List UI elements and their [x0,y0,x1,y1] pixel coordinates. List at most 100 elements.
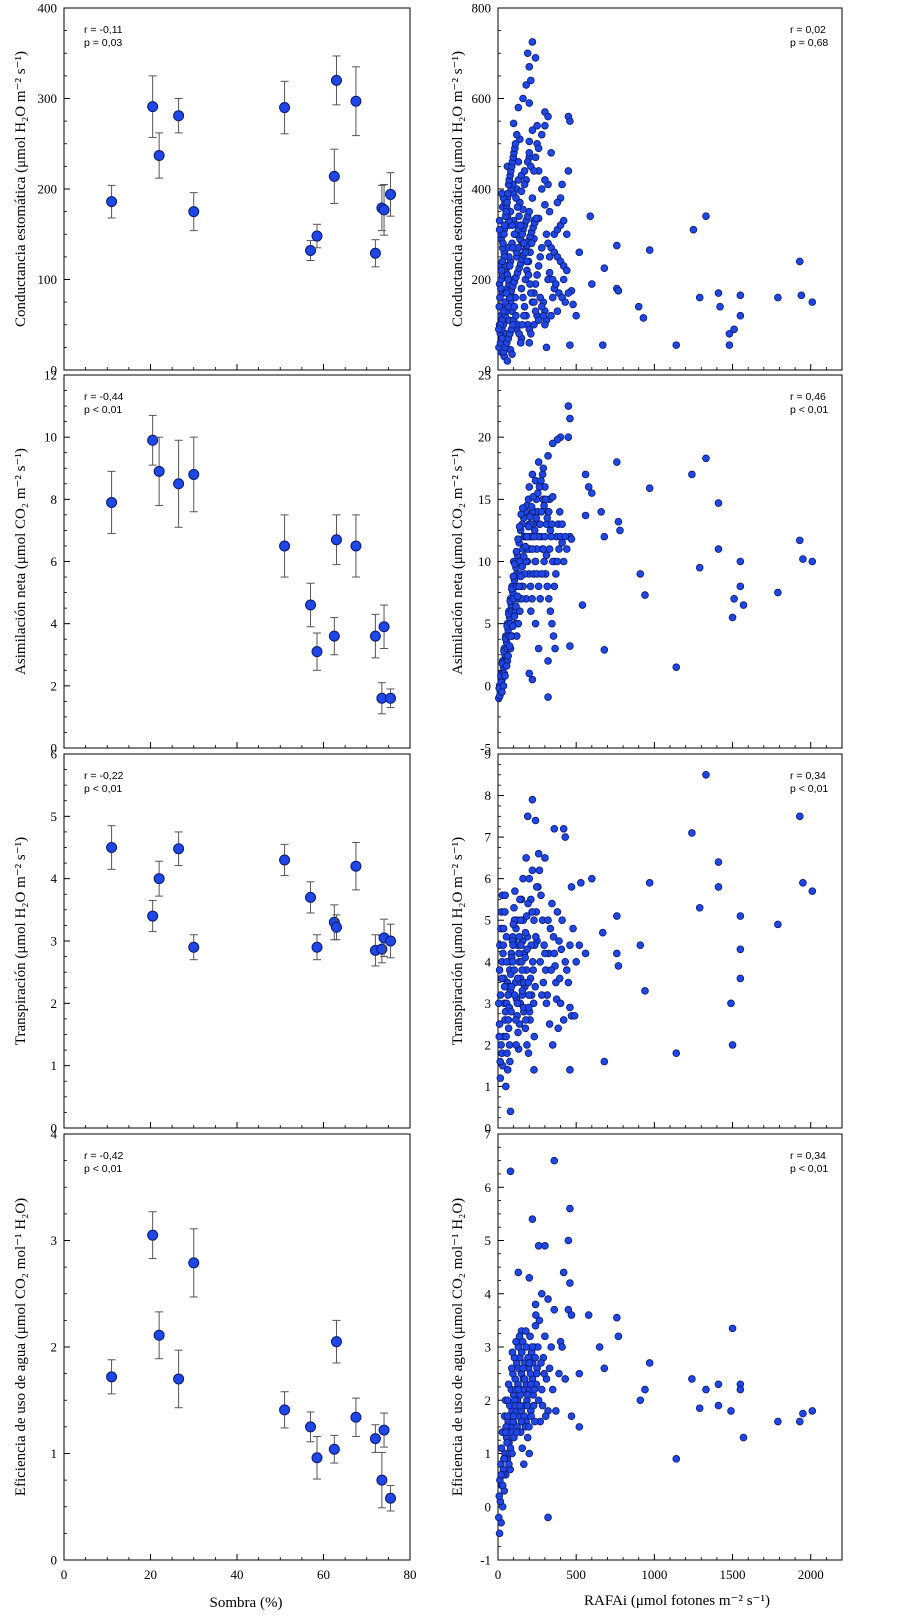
correlation-p: p = 0,03 [84,37,122,49]
data-point [517,1348,526,1357]
data-point [536,957,545,966]
data-point [552,1407,560,1415]
data-point [496,293,504,302]
data-point [554,1024,562,1033]
data-point [498,257,507,266]
data-point [541,320,549,329]
data-point [494,999,503,1008]
data-point [519,552,528,561]
data-point-group [279,1391,291,1429]
data-point [672,341,681,349]
data-point [636,941,645,949]
data-point [528,795,537,804]
data-point [539,464,548,473]
data-point [515,522,524,531]
data-point [799,1409,807,1418]
data-point [509,572,518,581]
data-point [537,244,546,252]
data-point [774,588,782,597]
data-point [147,434,159,446]
correlation-p: p < 0,01 [790,404,828,416]
data-point [562,230,571,239]
data-point [545,594,553,603]
data-point [572,311,580,320]
data-point [534,489,542,497]
data-point [525,1273,534,1282]
data-point [795,812,804,821]
data-point [518,966,526,974]
data-point [736,311,745,320]
data-point [546,924,555,933]
data-point [645,879,654,887]
y-tick-label: 1 [485,1446,492,1461]
data-point [531,53,540,62]
data-point [728,1324,737,1333]
data-point [495,1020,504,1028]
data-point [522,1343,530,1351]
data-point [512,194,520,202]
data-point [499,949,507,958]
data-point [570,1011,579,1020]
data-point [529,1401,538,1410]
data-point [529,966,537,974]
data-point [549,933,558,941]
data-point [503,189,512,198]
data-point [529,999,538,1008]
data-point [714,289,723,297]
data-point-group [106,470,118,535]
data-point [614,517,623,526]
data-point [672,663,681,671]
data-point [559,824,568,833]
data-point [567,883,576,891]
y-axis-label: Asimilación neta (μmol CO₂ m⁻² s⁻¹) [450,448,466,675]
data-point [514,103,523,112]
data-point [520,302,529,311]
data-point [106,196,118,208]
data-point [518,1337,527,1346]
data-point [551,644,559,653]
data-point [561,532,570,541]
data-point [305,891,317,903]
panel-transpiration-vs-par: 0 1 2 3 4 5 6 7 8 9 Transpiración (μmol H₂O m⁻² s⁻… [450,747,843,1136]
data-point [569,924,577,933]
data-point [512,1016,520,1024]
data-point [567,1311,576,1319]
data-point-group [385,1484,397,1512]
data-point [600,1364,609,1373]
data-point [525,483,534,491]
data-point [541,949,549,958]
data-point [501,298,509,306]
data-point [525,207,534,216]
data-point-group [376,1451,388,1509]
data-point [558,520,566,528]
data-point [521,542,530,551]
y-tick-label: 10 [44,430,57,445]
x-tick-label: 1500 [720,1567,746,1582]
y-tick-label: 4 [485,1286,492,1301]
data-point [515,949,523,958]
data-point [539,545,548,553]
data-point [512,130,521,139]
data-point [566,1003,574,1012]
data-point [501,908,509,916]
data-point [504,991,512,999]
data-point-group [188,934,200,961]
data-point-group [188,192,200,232]
data-point [541,532,549,541]
data-point [513,592,522,601]
data-point [532,1369,541,1378]
data-point [350,1411,362,1423]
data-point [311,941,323,953]
data-point [550,824,559,833]
data-point [153,873,165,885]
y-tick-label: 300 [38,91,58,106]
data-point-group [147,414,159,466]
data-point-group [106,825,118,870]
data-point [616,526,624,535]
data-point [534,644,543,653]
data-point-group [385,688,397,709]
data-point [508,957,517,966]
data-point [385,692,397,704]
data-point-group [350,66,362,137]
